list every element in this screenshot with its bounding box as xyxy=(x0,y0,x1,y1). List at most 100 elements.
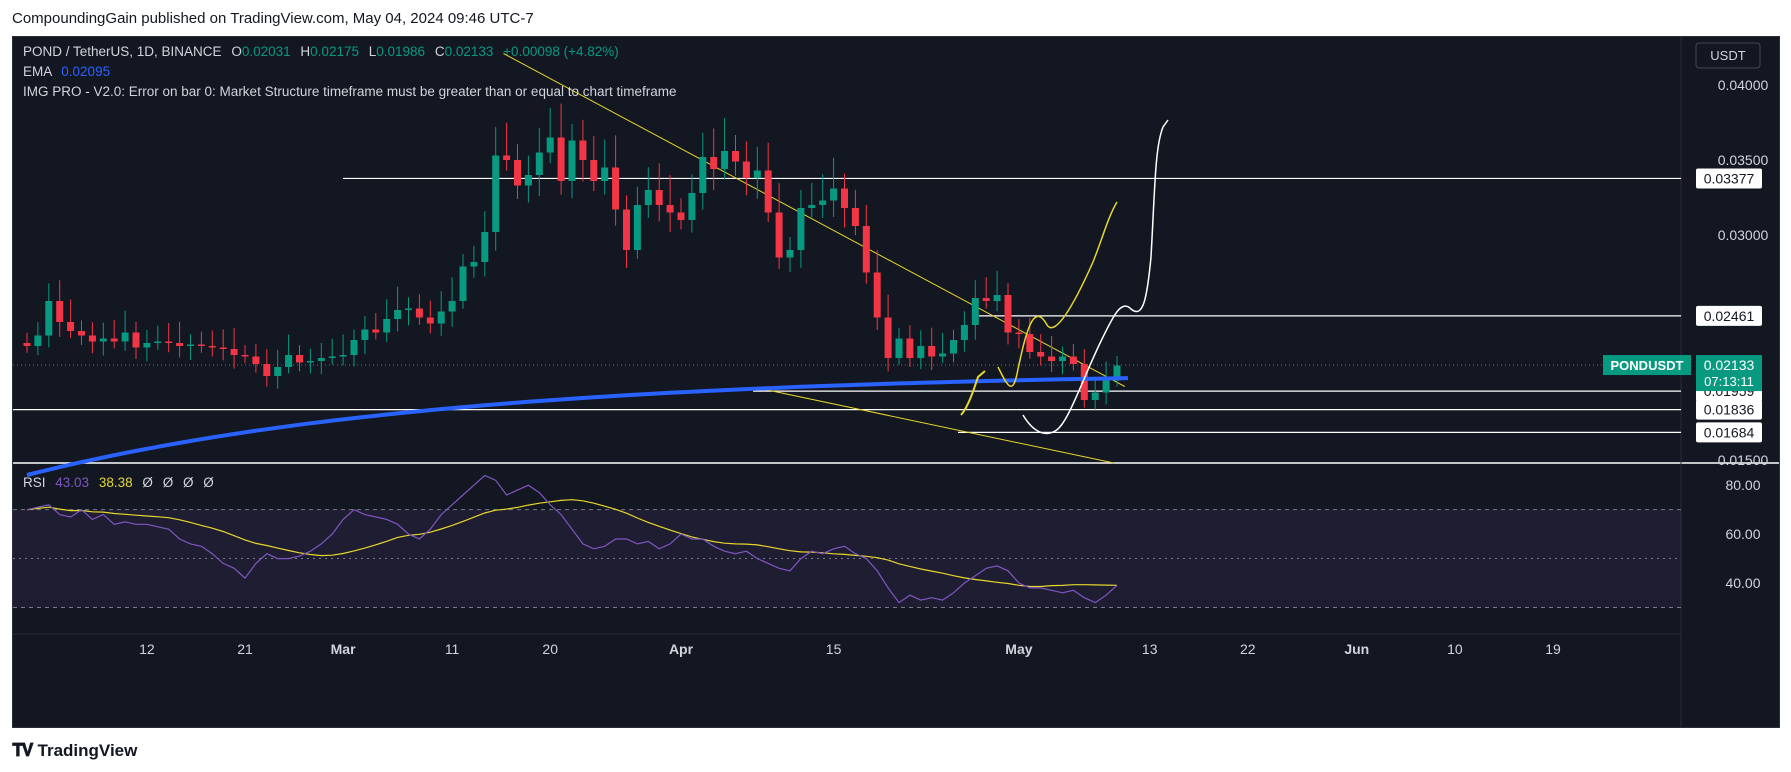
candle-body[interactable] xyxy=(971,298,979,325)
candle-body[interactable] xyxy=(45,301,53,336)
candle-body[interactable] xyxy=(187,344,194,347)
candle-body[interactable] xyxy=(753,170,761,179)
legend-indicator-error[interactable]: IMG PRO - V2.0: Error on bar 0: Market S… xyxy=(23,84,677,99)
candle-body[interactable] xyxy=(982,298,990,301)
candle-body[interactable] xyxy=(481,232,489,262)
candle-body[interactable] xyxy=(274,367,282,376)
candle-body[interactable] xyxy=(797,208,805,250)
candle-body[interactable] xyxy=(383,319,391,333)
candle-body[interactable] xyxy=(819,200,827,206)
candle-body[interactable] xyxy=(1080,364,1088,400)
candle-body[interactable] xyxy=(873,272,881,318)
candle-body[interactable] xyxy=(437,311,445,324)
candle-body[interactable] xyxy=(208,346,216,348)
candle-body[interactable] xyxy=(677,212,685,221)
candle-body[interactable] xyxy=(710,157,718,169)
candle-body[interactable] xyxy=(426,317,434,324)
candle-body[interactable] xyxy=(285,355,293,367)
candle-body[interactable] xyxy=(1113,365,1121,381)
candle-body[interactable] xyxy=(34,335,42,347)
candle-body[interactable] xyxy=(623,209,630,251)
candle-body[interactable] xyxy=(928,346,936,357)
candle-body[interactable] xyxy=(23,343,31,346)
candle-body[interactable] xyxy=(132,332,140,348)
candle-body[interactable] xyxy=(263,364,271,376)
candle-body[interactable] xyxy=(470,262,478,267)
candle-body[interactable] xyxy=(960,325,968,340)
candle-body[interactable] xyxy=(590,160,598,181)
candle-body[interactable] xyxy=(514,160,521,186)
candle-body[interactable] xyxy=(394,310,402,319)
candle-body[interactable] xyxy=(154,341,162,344)
candle-body[interactable] xyxy=(1048,356,1056,362)
candle-body[interactable] xyxy=(786,250,794,258)
candle-body[interactable] xyxy=(110,338,118,342)
legend-ema[interactable]: EMA 0.02095 xyxy=(23,64,110,79)
candle-body[interactable] xyxy=(121,332,129,342)
candle-body[interactable] xyxy=(230,349,238,355)
candle-body[interactable] xyxy=(655,190,663,205)
candle-body[interactable] xyxy=(699,157,707,193)
candle-body[interactable] xyxy=(492,155,500,233)
candle-body[interactable] xyxy=(1091,392,1099,401)
candle-body[interactable] xyxy=(219,347,227,350)
candle-body[interactable] xyxy=(841,188,848,209)
candle-body[interactable] xyxy=(633,205,641,250)
candle-body[interactable] xyxy=(535,152,543,176)
candle-body[interactable] xyxy=(524,175,532,186)
candle-body[interactable] xyxy=(830,188,838,201)
candle-body[interactable] xyxy=(666,205,674,213)
candle-body[interactable] xyxy=(176,343,184,346)
candle-body[interactable] xyxy=(993,295,1001,301)
candle-body[interactable] xyxy=(361,329,369,341)
candle-body[interactable] xyxy=(644,190,652,205)
candle-body[interactable] xyxy=(1026,334,1034,352)
candle-body[interactable] xyxy=(78,331,85,336)
candle-body[interactable] xyxy=(557,137,565,182)
white-projection-path[interactable] xyxy=(1022,119,1169,435)
candle-body[interactable] xyxy=(143,343,151,348)
candle-body[interactable] xyxy=(917,346,925,358)
rsi-legend[interactable]: RSI 43.03 38.38 Ø Ø Ø Ø xyxy=(23,475,214,490)
candle-body[interactable] xyxy=(241,355,249,357)
rsi-line[interactable] xyxy=(26,474,1118,604)
candle-body[interactable] xyxy=(851,208,859,226)
candle-body[interactable] xyxy=(503,155,511,161)
ema-line[interactable] xyxy=(26,376,1128,477)
candle-body[interactable] xyxy=(601,167,609,182)
footer-brand[interactable]: 𝐓𝐕 TradingView xyxy=(12,740,137,761)
candle-body[interactable] xyxy=(88,335,96,342)
rsi-ma-line[interactable] xyxy=(26,499,1118,588)
candle-body[interactable] xyxy=(459,266,467,302)
candle-body[interactable] xyxy=(405,308,412,311)
candle-body[interactable] xyxy=(688,193,696,220)
candle-body[interactable] xyxy=(99,338,107,342)
candle-body[interactable] xyxy=(1037,352,1045,357)
candle-body[interactable] xyxy=(448,301,456,312)
candle-body[interactable] xyxy=(1069,356,1077,365)
candle-body[interactable] xyxy=(56,301,64,322)
candle-body[interactable] xyxy=(884,317,892,359)
chart-canvas[interactable]: 0.04000 0.03500 0.03000 0.01500 0.03377 0.024… xyxy=(13,37,1779,727)
candle-body[interactable] xyxy=(67,322,75,331)
candle-body[interactable] xyxy=(306,361,314,363)
candle-body[interactable] xyxy=(1004,295,1012,333)
chart-frame[interactable]: 0.04000 0.03500 0.03000 0.01500 0.03377 0.024… xyxy=(12,36,1780,728)
candle-body[interactable] xyxy=(721,151,729,169)
candle-body[interactable] xyxy=(732,151,739,162)
candle-body[interactable] xyxy=(808,205,816,208)
candle-body[interactable] xyxy=(317,358,325,361)
candle-body[interactable] xyxy=(939,353,947,357)
candle-body[interactable] xyxy=(546,137,554,153)
candle-body[interactable] xyxy=(1102,380,1110,393)
wedge-upper-trendline[interactable] xyxy=(503,53,1126,387)
candle-body[interactable] xyxy=(764,170,772,213)
candle-body[interactable] xyxy=(165,341,173,344)
candle-body[interactable] xyxy=(197,344,205,347)
candle-body[interactable] xyxy=(612,167,620,210)
yellow-recent-stroke[interactable] xyxy=(960,370,986,416)
candle-body[interactable] xyxy=(339,355,347,357)
candle-body[interactable] xyxy=(950,340,957,354)
candle-body[interactable] xyxy=(350,340,358,355)
candle-body[interactable] xyxy=(296,355,303,363)
